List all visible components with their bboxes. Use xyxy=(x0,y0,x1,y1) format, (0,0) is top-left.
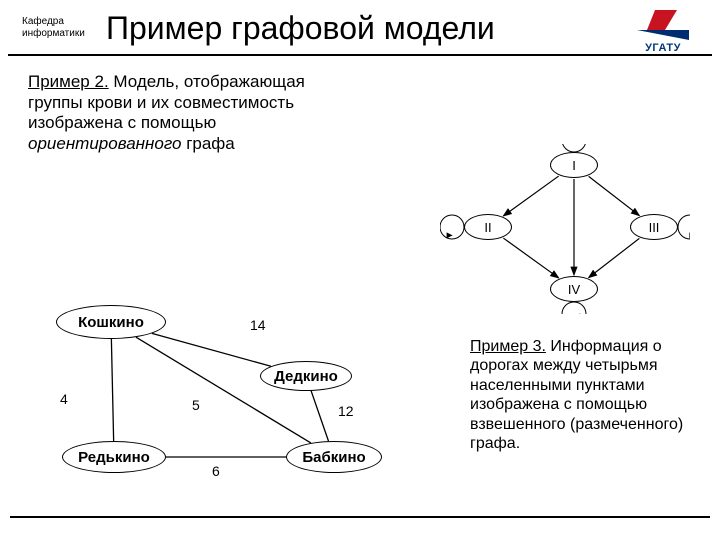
dept-line2: информатики xyxy=(22,28,85,39)
roads-edge-weight: 14 xyxy=(250,317,266,333)
slide-title: Пример графовой модели xyxy=(102,10,628,47)
roads-edge-weight: 6 xyxy=(212,463,220,479)
example-3-text: Пример 3. Информация о дорогах между чет… xyxy=(470,337,700,454)
roads-node: Кошкино xyxy=(56,305,166,339)
example-3-lead: Пример 3. xyxy=(470,338,546,355)
blood-type-graph: IIIIIIIV xyxy=(440,144,690,314)
blood-node: I xyxy=(550,152,598,178)
example-2-text: Пример 2. Модель, отображающая группы кр… xyxy=(28,72,348,155)
example-2-italic: ориентированного xyxy=(28,134,181,153)
department-label: Кафедра информатики xyxy=(22,10,102,40)
blood-node: IV xyxy=(550,276,598,302)
footer-rule xyxy=(10,516,710,518)
roads-graph: Кошкино Дедкино Редькино Бабкино 14 4 5 12 6 xyxy=(12,291,432,501)
roads-edge-weight: 4 xyxy=(60,391,68,407)
roads-node: Бабкино xyxy=(286,441,382,473)
dept-line1: Кафедра xyxy=(22,16,64,27)
blood-node: III xyxy=(630,214,678,240)
roads-node: Редькино xyxy=(62,441,166,473)
org-label: УГАТУ xyxy=(628,42,698,54)
slide-header: Кафедра информатики Пример графовой моде… xyxy=(8,0,712,56)
roads-node: Дедкино xyxy=(260,361,352,391)
plane-tail-icon xyxy=(637,10,689,40)
example-2-lead: Пример 2. xyxy=(28,72,109,91)
example-3-body: Информация о дорогах между четырьмя насе… xyxy=(470,338,683,453)
slide-body: Пример 2. Модель, отображающая группы кр… xyxy=(0,56,720,486)
org-logo: УГАТУ xyxy=(628,10,698,54)
roads-edge-weight: 5 xyxy=(192,397,200,413)
roads-edge-weight: 12 xyxy=(338,403,354,419)
blood-node: II xyxy=(464,214,512,240)
example-2-tail: графа xyxy=(181,134,234,153)
